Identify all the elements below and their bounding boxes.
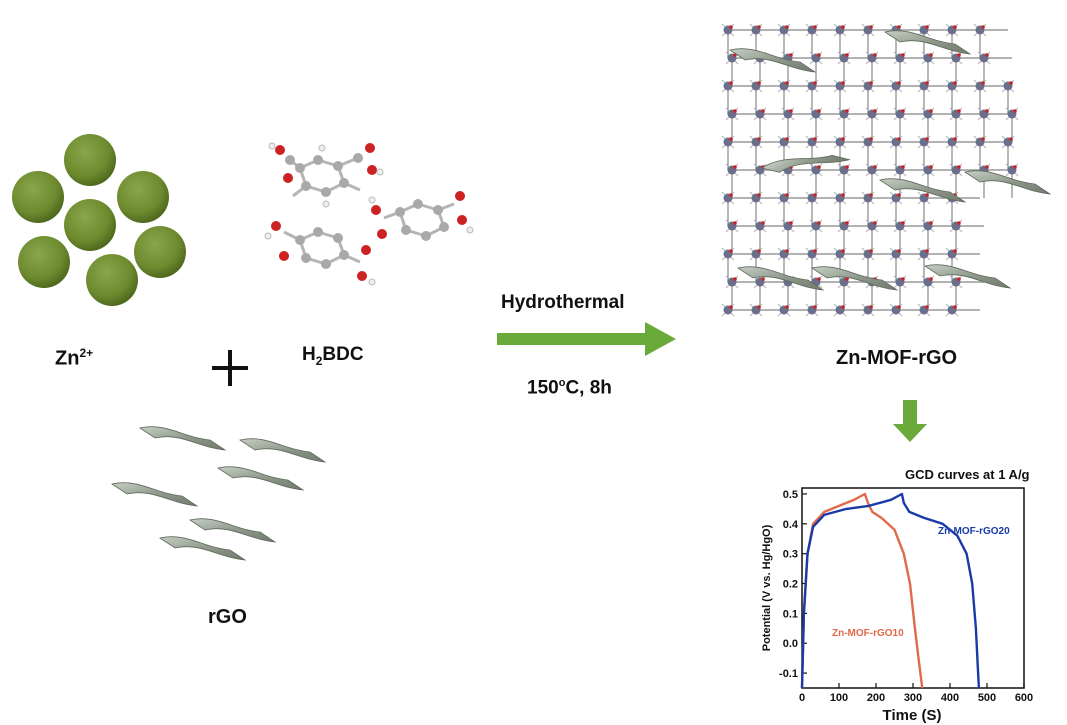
x-tick-label: 300 [904, 692, 922, 704]
zinc-sphere [64, 134, 116, 186]
linker-label-prefix: H [302, 344, 316, 365]
x-tick-label: 400 [941, 692, 959, 704]
y-tick-label: 0.2 [783, 579, 798, 591]
y-tick-label: 0.5 [783, 489, 798, 501]
chart-y-axis-label: Potential (V vs. Hg/HgO) [761, 524, 773, 651]
x-tick-label: 500 [978, 692, 996, 704]
temperature-unit-time: C, 8h [565, 377, 612, 399]
degree-symbol: o [558, 377, 566, 389]
y-tick-label: 0.1 [783, 608, 798, 620]
reaction-method-label: Hydrothermal [501, 292, 625, 313]
x-tick-label: 600 [1015, 692, 1033, 704]
mof-framework [721, 23, 1051, 317]
x-tick-label: 100 [830, 692, 848, 704]
temperature-value: 150 [527, 377, 559, 399]
zinc-label-text: Zn [55, 347, 80, 370]
rgo-label: rGO [208, 606, 247, 628]
chart-title: GCD curves at 1 A/g [905, 467, 1030, 482]
reaction-condition-label: 150oC, 8h [527, 377, 612, 399]
zinc-charge: 2+ [79, 346, 94, 360]
y-tick-label: 0.4 [783, 519, 799, 531]
linker-label-sub: 2 [315, 353, 323, 368]
x-tick-label: 0 [799, 692, 805, 704]
linker-label-suffix: BDC [322, 344, 364, 365]
y-tick-label: -0.1 [779, 668, 798, 680]
series-line-rgo10 [800, 492, 924, 689]
plus-icon [212, 350, 248, 386]
down-arrow-icon [893, 400, 927, 442]
zinc-ion-cluster [12, 134, 186, 306]
series-line-rgo20 [800, 492, 981, 689]
zinc-sphere [64, 199, 116, 251]
h2bdc-molecule [264, 221, 376, 286]
series-label-rgo20: Zn-MOF-rGO20 [938, 526, 1010, 537]
zinc-ion-label: Zn2+ [55, 346, 93, 371]
zinc-sphere [86, 254, 138, 306]
reaction-arrow [497, 322, 676, 356]
x-tick-label: 200 [867, 692, 885, 704]
zinc-sphere [18, 236, 70, 288]
chart-x-axis-label: Time (S) [883, 707, 942, 724]
chart-plot-frame [801, 487, 1025, 689]
h2bdc-molecules [264, 142, 474, 286]
h2bdc-molecule [268, 142, 384, 208]
y-tick-label: 0.3 [783, 549, 798, 561]
product-label: Zn-MOF-rGO [836, 347, 958, 369]
zinc-sphere [12, 171, 64, 223]
linker-label: H2BDC [302, 344, 364, 368]
h2bdc-molecule [368, 191, 474, 241]
series-label-rgo10: Zn-MOF-rGO10 [832, 628, 904, 639]
zinc-sphere [134, 226, 186, 278]
y-tick-label: 0.0 [783, 638, 798, 650]
zinc-sphere [117, 171, 169, 223]
